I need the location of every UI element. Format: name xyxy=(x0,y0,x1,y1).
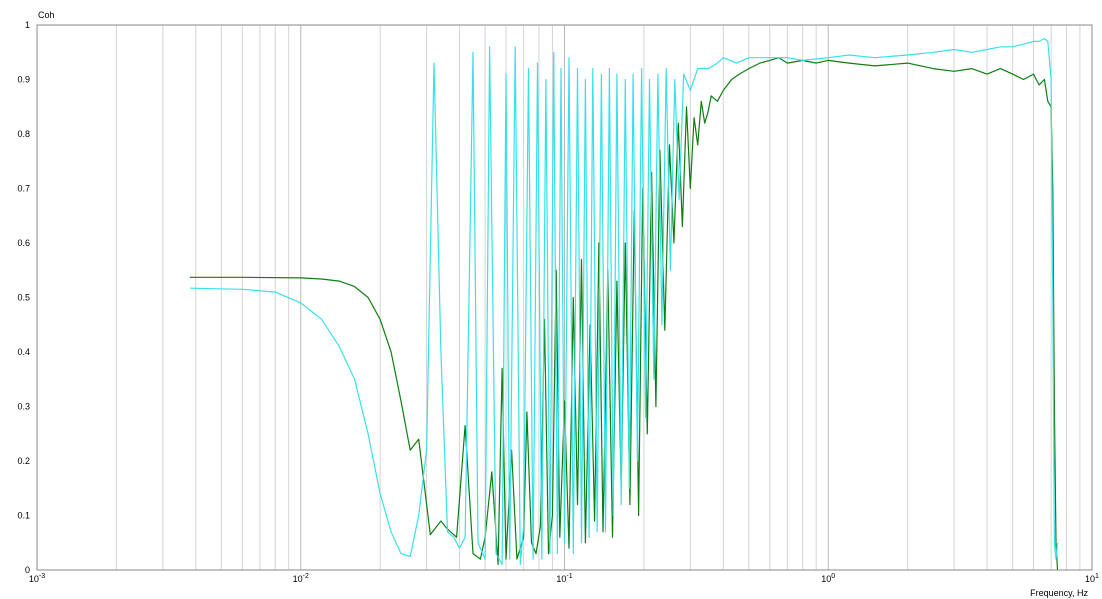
y-tick-label: 0.1 xyxy=(17,511,30,521)
y-tick-label: 0.3 xyxy=(17,402,30,412)
y-tick-label: 0.9 xyxy=(17,75,30,85)
series-layer xyxy=(189,37,1059,571)
y-tick-label: 0.7 xyxy=(17,184,30,194)
plot-frame xyxy=(36,24,1093,571)
x-tick-label: 100 xyxy=(821,573,835,584)
x-tick-label: 101 xyxy=(1085,573,1099,584)
y-tick-label: 0.6 xyxy=(17,238,30,248)
y-axis-label: Coh xyxy=(38,10,55,20)
series-line-2 xyxy=(189,37,1059,566)
y-tick-label: 1 xyxy=(25,20,30,30)
x-tick-label: 10-2 xyxy=(293,573,309,584)
y-tick-labels: 0 0.1 0.2 0.3 0.4 0.5 0.6 0.7 0.8 0.9 1 xyxy=(17,20,30,575)
grid-lines xyxy=(115,25,1081,570)
y-tick-label: 0 xyxy=(25,565,30,575)
y-tick-label: 0.5 xyxy=(17,293,30,303)
x-tick-label: 10-1 xyxy=(556,573,572,584)
x-axis-label: Frequency, Hz xyxy=(1030,588,1088,598)
x-tick-label: 10-3 xyxy=(29,573,45,584)
y-tick-label: 0.2 xyxy=(17,456,30,466)
y-tick-label: 0.4 xyxy=(17,347,30,357)
series-line-1 xyxy=(189,57,1059,571)
x-tick-labels: 10-3 10-2 10-1 100 101 xyxy=(29,573,1099,584)
y-tick-label: 0.8 xyxy=(17,129,30,139)
